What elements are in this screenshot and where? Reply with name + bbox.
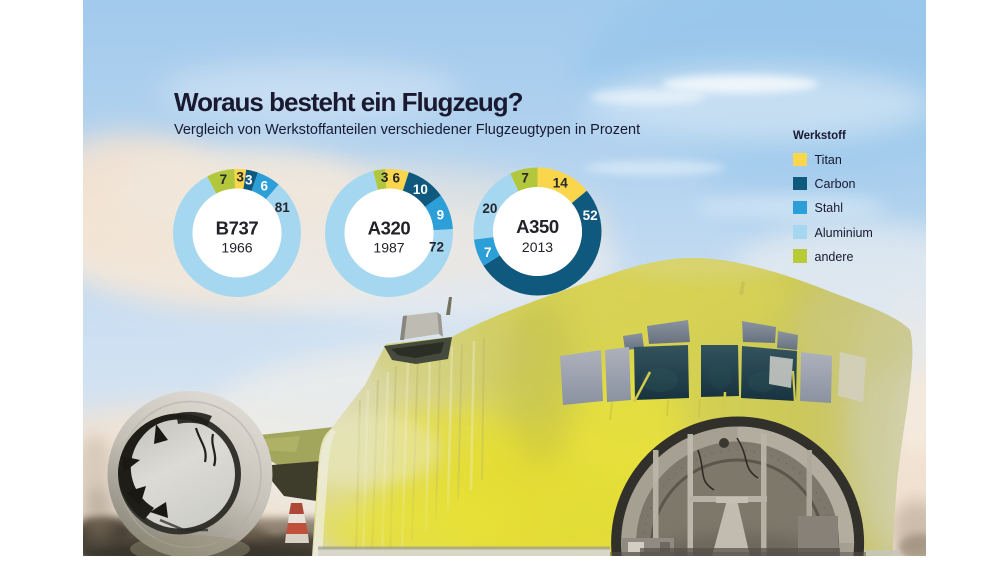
svg-text:7: 7 bbox=[220, 172, 228, 187]
svg-text:1987: 1987 bbox=[373, 240, 404, 256]
svg-text:3: 3 bbox=[245, 172, 253, 187]
svg-text:20: 20 bbox=[482, 201, 497, 216]
svg-text:7: 7 bbox=[484, 245, 492, 260]
svg-text:A320: A320 bbox=[368, 218, 411, 239]
svg-text:72: 72 bbox=[429, 240, 444, 255]
svg-text:52: 52 bbox=[583, 208, 598, 223]
svg-text:9: 9 bbox=[437, 207, 445, 222]
svg-text:3: 3 bbox=[236, 170, 244, 185]
svg-text:14: 14 bbox=[553, 176, 569, 191]
svg-text:3: 3 bbox=[381, 170, 389, 185]
svg-text:10: 10 bbox=[413, 182, 428, 197]
svg-text:A350: A350 bbox=[516, 216, 559, 237]
svg-text:6: 6 bbox=[260, 178, 268, 193]
svg-text:1966: 1966 bbox=[221, 240, 252, 256]
svg-text:B737: B737 bbox=[216, 218, 259, 239]
svg-text:6: 6 bbox=[392, 171, 400, 186]
svg-text:2013: 2013 bbox=[522, 239, 553, 255]
svg-text:7: 7 bbox=[521, 170, 529, 185]
svg-text:81: 81 bbox=[275, 200, 291, 215]
